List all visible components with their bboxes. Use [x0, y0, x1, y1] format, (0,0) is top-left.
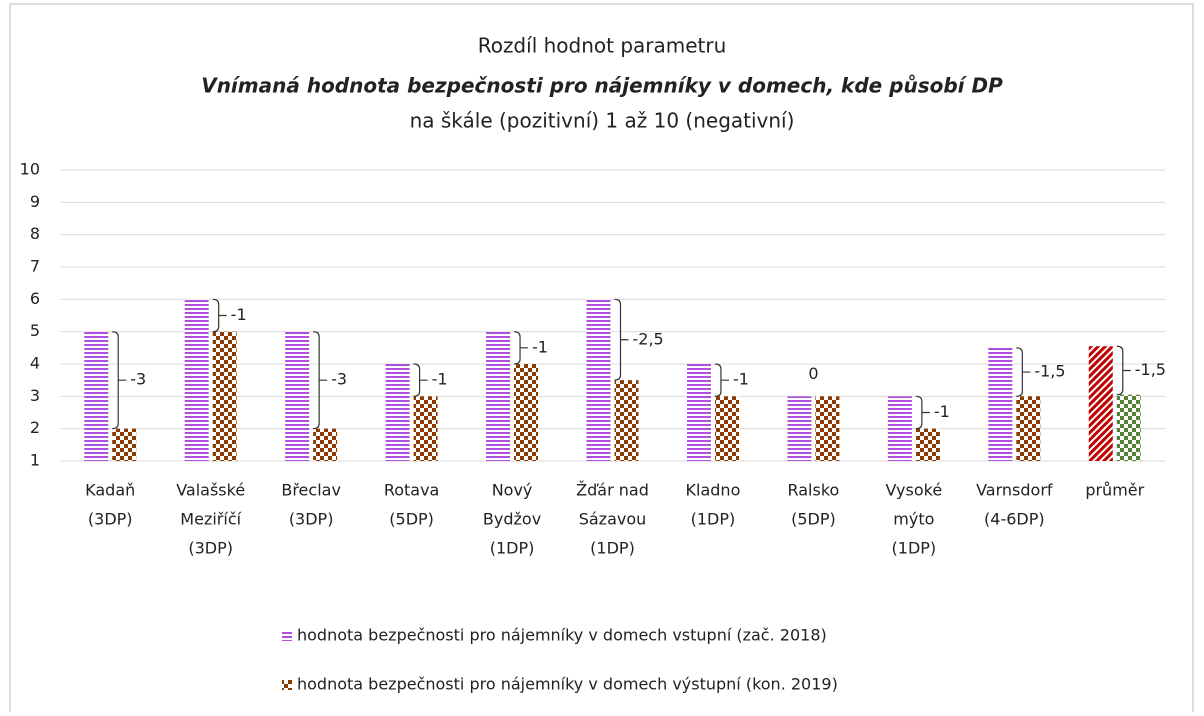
- difference-bracket: [413, 363, 428, 397]
- difference-label: -1,5: [1034, 362, 1065, 381]
- x-tick-label: (1DP): [490, 539, 535, 558]
- x-tick-label: Nový: [492, 481, 533, 500]
- bar: [112, 428, 137, 461]
- x-tick-label: Bydžov: [483, 510, 541, 529]
- legend-label: hodnota bezpečnosti pro nájemníky v dome…: [297, 626, 827, 645]
- x-tick-label: mýto: [893, 510, 934, 529]
- bar: [313, 428, 338, 461]
- difference-bracket: [714, 363, 729, 397]
- x-tick-label: (3DP): [289, 510, 334, 529]
- difference-label: -1,5: [1135, 360, 1166, 379]
- difference-label: -1: [231, 305, 247, 324]
- y-tick-label: 1: [30, 451, 40, 470]
- difference-label: -1: [733, 370, 749, 389]
- x-tick-label: průměr: [1085, 481, 1144, 500]
- difference-label: -3: [331, 370, 347, 389]
- bar: [1088, 346, 1113, 461]
- chart-title: Rozdíl hodnot parametru: [478, 34, 727, 58]
- difference-bracket: [1016, 347, 1031, 397]
- bar: [385, 364, 410, 461]
- chart-subtitle: Vnímaná hodnota bezpečnosti pro nájemník…: [201, 74, 1003, 98]
- difference-bracket: [112, 331, 127, 430]
- bar: [486, 331, 511, 461]
- bar: [285, 331, 310, 461]
- bar: [1016, 396, 1041, 461]
- y-tick-label: 7: [30, 257, 40, 276]
- x-tick-label: Kadaň: [85, 481, 135, 500]
- difference-bracket: [614, 298, 629, 381]
- legend-item: hodnota bezpečnosti pro nájemníky v dome…: [282, 626, 827, 645]
- bar: [815, 396, 840, 461]
- difference-label: 0: [808, 364, 818, 383]
- legend-label: hodnota bezpečnosti pro nájemníky v dome…: [297, 675, 838, 694]
- difference-bracket: [915, 395, 930, 430]
- x-tick-label: (4-6DP): [984, 510, 1045, 529]
- chart-subtitle: na škále (pozitivní) 1 až 10 (negativní): [410, 109, 795, 133]
- difference-label: -1: [934, 402, 950, 421]
- x-tick-label: (3DP): [88, 510, 133, 529]
- bar: [686, 364, 711, 461]
- difference-label: -3: [130, 370, 146, 389]
- y-tick-label: 10: [20, 160, 40, 179]
- bar: [988, 347, 1013, 461]
- bar: [514, 364, 539, 461]
- y-tick-label: 3: [30, 386, 40, 405]
- x-tick-label: Kladno: [686, 481, 741, 500]
- bar: [614, 380, 639, 461]
- bar: [915, 428, 940, 461]
- difference-bracket: [212, 298, 227, 333]
- bar: [714, 396, 739, 461]
- bar: [887, 396, 912, 461]
- x-tick-label: (5DP): [389, 510, 434, 529]
- legend-swatch: [282, 631, 292, 641]
- bar: [787, 396, 812, 461]
- difference-label: -1: [532, 337, 548, 356]
- bar: [1116, 394, 1141, 461]
- x-tick-label: (5DP): [791, 510, 836, 529]
- bar: [184, 299, 209, 461]
- x-tick-label: Varnsdorf: [976, 481, 1053, 500]
- difference-label: -1: [432, 370, 448, 389]
- x-tick-label: Břeclav: [281, 481, 341, 500]
- x-tick-label: Ralsko: [787, 481, 839, 500]
- legend-item: hodnota bezpečnosti pro nájemníky v dome…: [282, 675, 838, 694]
- x-tick-label: (3DP): [188, 539, 233, 558]
- x-tick-label: Sázavou: [579, 510, 647, 529]
- y-tick-label: 2: [30, 418, 40, 437]
- bar: [212, 331, 237, 461]
- difference-label: -2,5: [633, 329, 664, 348]
- legend-swatch: [282, 680, 292, 690]
- bar: [84, 331, 109, 461]
- y-tick-label: 6: [30, 289, 40, 308]
- difference-bracket: [514, 331, 529, 365]
- bar: [413, 396, 438, 461]
- x-tick-label: (1DP): [691, 510, 736, 529]
- x-tick-label: Rotava: [384, 481, 440, 500]
- y-tick-label: 9: [30, 192, 40, 211]
- bar: [586, 299, 611, 461]
- y-tick-label: 8: [30, 224, 40, 243]
- x-tick-label: (1DP): [590, 539, 635, 558]
- difference-bracket: [1116, 345, 1131, 396]
- x-tick-label: (1DP): [892, 539, 937, 558]
- x-tick-label: Meziříčí: [180, 510, 241, 529]
- difference-bracket: [313, 331, 328, 430]
- x-tick-label: Vysoké: [886, 481, 943, 500]
- y-tick-label: 5: [30, 321, 40, 340]
- x-tick-label: Žďár nad: [576, 481, 649, 500]
- x-tick-label: Valašské: [176, 481, 245, 500]
- y-tick-label: 4: [30, 354, 40, 373]
